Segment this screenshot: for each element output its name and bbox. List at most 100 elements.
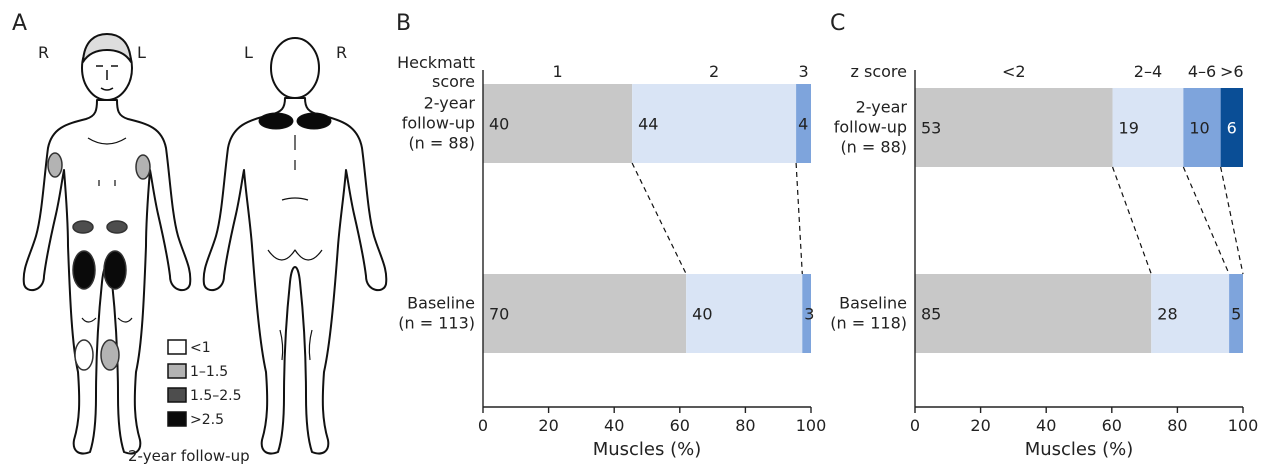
x-axis-label: Muscles (%) (1025, 439, 1134, 460)
front-chest-lines (87, 137, 127, 186)
series-header-label: 4–6 (1188, 62, 1216, 81)
x-tick-label: 40 (604, 416, 624, 435)
bar-value-label: 44 (638, 115, 658, 134)
bar-segment (1229, 274, 1243, 353)
panel-a-caption: 2-year follow-up (128, 447, 250, 465)
bar-segment (915, 274, 1152, 353)
series-header-label: 3 (798, 62, 808, 81)
bar-segment (686, 274, 803, 353)
upper-arm-right-mark (47, 152, 63, 178)
bar-segment (802, 274, 811, 353)
bar-segment (483, 274, 687, 353)
series-header-label: 1 (552, 62, 562, 81)
back-head (270, 37, 320, 99)
category-label-line: (n = 88) (408, 134, 475, 153)
front-face-features (96, 65, 118, 91)
thigh-left-mark (103, 250, 127, 290)
back-left-label: L (244, 43, 253, 62)
header-label: Heckmatt score (397, 53, 475, 91)
legend-label-3: 1.5–2.5 (190, 388, 242, 404)
panel-c: C z score 53 19 10 6 2-year follow-up (n = 88) 8… (830, 11, 1258, 460)
shoulder-right-mark (296, 112, 332, 130)
bar-value-label: 70 (489, 305, 509, 324)
front-hair (82, 33, 132, 63)
bar-segment (1220, 88, 1243, 167)
bar-value-label: 3 (804, 305, 814, 324)
dashed-connector (1220, 166, 1244, 275)
bar-segment (1183, 88, 1221, 167)
series-header-label: <2 (1002, 62, 1026, 81)
category-label: Baseline (n = 113) (398, 294, 475, 333)
bar-segment (915, 88, 1113, 167)
category-label-line: (n = 113) (398, 314, 475, 333)
x-tick-label: 100 (1228, 416, 1259, 435)
back-muscle-marks (258, 112, 332, 130)
series-header-label: 2 (709, 62, 719, 81)
x-tick-label: 20 (538, 416, 558, 435)
shoulder-left-mark (258, 112, 294, 130)
bar-value-label: 85 (921, 305, 941, 324)
dashed-connector (795, 162, 803, 275)
bar-value-label: 19 (1119, 119, 1139, 138)
x-tick-label: 20 (970, 416, 990, 435)
front-knee-lines (81, 317, 133, 323)
legend: <1 1–1.5 1.5–2.5 >2.5 (167, 339, 242, 428)
x-tick-label: 60 (1102, 416, 1122, 435)
category-label-line: (n = 88) (840, 138, 907, 157)
dashed-connector (1111, 166, 1152, 275)
legend-label-4: >2.5 (190, 412, 224, 428)
upper-arm-left-mark (135, 154, 151, 180)
header-label-line: score (432, 72, 475, 91)
hip-left-mark (106, 220, 128, 234)
back-body-figure (202, 37, 388, 455)
bar-value-label: 40 (489, 115, 509, 134)
category-label-line: follow-up (402, 114, 475, 133)
panel-c-letter: C (830, 11, 845, 36)
legend-label-2: 1–1.5 (190, 364, 228, 380)
category-label: 2-year follow-up (n = 88) (834, 98, 908, 157)
legend-swatch-1 (167, 339, 187, 355)
legend-swatch-4 (167, 411, 187, 427)
front-left-label: L (137, 43, 146, 62)
bar-value-label: 40 (692, 305, 712, 324)
bar-segment (1151, 274, 1230, 353)
panel-a-letter: A (12, 11, 27, 36)
category-label: 2-year follow-up (n = 88) (402, 94, 476, 153)
zscore-chart: z score 53 19 10 6 2-year follow-up (n = 88) 85 2… (830, 62, 1258, 460)
x-tick-label: 60 (670, 416, 690, 435)
back-right-label: R (336, 43, 347, 62)
dashed-connector (1182, 166, 1230, 275)
category-label-line: 2-year (424, 94, 476, 113)
header-label: z score (851, 62, 907, 81)
dashed-connector (631, 162, 687, 275)
x-tick-label: 80 (735, 416, 755, 435)
x-tick-label: 0 (478, 416, 488, 435)
bar-value-label: 53 (921, 119, 941, 138)
front-right-label: R (38, 43, 49, 62)
bar-value-label: 10 (1189, 119, 1209, 138)
category-label-line: Baseline (839, 294, 907, 313)
panel-b-letter: B (396, 11, 411, 36)
panel-a: A R L L R (12, 11, 388, 465)
back-spine-lines (267, 135, 323, 261)
bar-segment (796, 84, 811, 163)
front-body-figure (22, 33, 192, 455)
header-label-line: Heckmatt (397, 53, 475, 72)
x-tick-label: 0 (910, 416, 920, 435)
series-header-label: >6 (1220, 62, 1244, 81)
legend-swatch-3 (167, 387, 187, 403)
back-leg-lines (279, 329, 313, 361)
x-tick-label: 40 (1036, 416, 1056, 435)
category-label-line: follow-up (834, 118, 907, 137)
bar-segment (1112, 88, 1184, 167)
legend-swatch-2 (167, 363, 187, 379)
category-label-line: 2-year (856, 98, 908, 117)
bar-segment (483, 84, 633, 163)
back-body-outline (202, 97, 388, 455)
bar-value-label: 4 (798, 115, 808, 134)
x-axis-label: Muscles (%) (593, 439, 702, 460)
series-header-label: 2–4 (1134, 62, 1162, 81)
